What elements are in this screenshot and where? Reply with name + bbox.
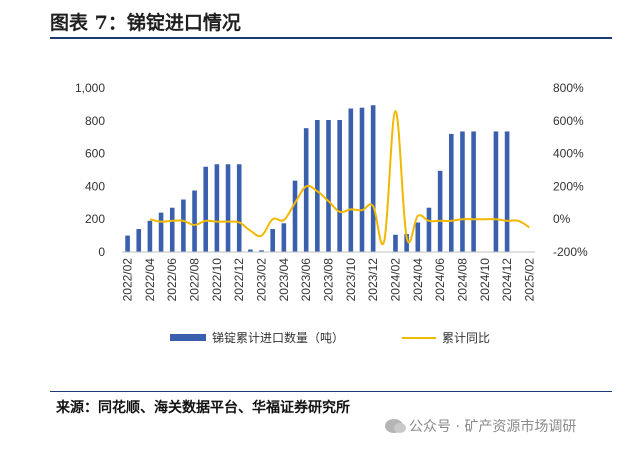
x-tick-label: 2022/12 (232, 258, 246, 302)
legend-bar-label: 锑锭累计进口数量（吨） (212, 330, 344, 345)
bar-2022/09 (203, 166, 209, 252)
bar-2022/04 (147, 220, 153, 252)
bar-2023/04 (281, 223, 287, 252)
x-tick-label: 2024/04 (411, 258, 425, 302)
bar-2022/02 (125, 235, 130, 252)
bar-2023/10 (348, 108, 354, 252)
bar-2023/09 (337, 119, 342, 252)
bar-2024/11 (493, 131, 499, 252)
bar-2024/05 (426, 207, 432, 252)
right-tick-label: -200% (553, 245, 588, 259)
x-tick-label: 2024/02 (388, 258, 402, 302)
x-tick-label: 2022/02 (121, 258, 135, 302)
legend-bar-swatch (170, 334, 206, 341)
x-tick-label: 2023/02 (255, 258, 269, 302)
bar-2022/10 (214, 164, 220, 252)
x-tick-label: 2024/06 (433, 258, 447, 302)
x-tick-label: 2024/10 (478, 258, 492, 302)
line-series (149, 109, 530, 246)
left-tick-label: 400 (85, 179, 105, 193)
bar-2023/07 (315, 119, 320, 252)
right-axis-ticks: -200% 0% 200% 400% 600% 800% (553, 81, 588, 259)
left-tick-label: 0 (98, 245, 105, 259)
bar-2024/12 (504, 131, 510, 252)
legend: 锑锭累计进口数量（吨） 累计同比 (170, 330, 490, 345)
right-tick-label: 600% (553, 114, 584, 128)
bar-2024/06 (437, 170, 443, 252)
bar-2024/08 (460, 131, 465, 252)
x-tick-label: 2022/10 (210, 258, 224, 302)
bar-2023/11 (359, 107, 365, 253)
x-tick-label: 2023/06 (299, 258, 313, 302)
watermark-text: 公众号 · 矿产资源市场调研 (409, 419, 577, 435)
x-tick-label: 2023/10 (344, 258, 358, 302)
x-tick-label: 2022/08 (188, 258, 202, 302)
x-tick-label: 2022/04 (143, 258, 157, 302)
right-tick-label: 200% (553, 179, 584, 193)
bar-2023/03 (270, 229, 275, 252)
x-tick-label: 2023/12 (366, 258, 380, 302)
bar-2023/01 (248, 249, 253, 252)
x-tick-label: 2022/06 (165, 258, 179, 302)
bar-2024/02 (393, 234, 398, 252)
bar-2022/08 (192, 190, 197, 252)
left-tick-label: 1,000 (75, 81, 105, 95)
x-tick-label: 2023/04 (277, 258, 291, 302)
bar-2023/02 (259, 250, 264, 252)
left-tick-label: 600 (85, 147, 105, 161)
source-note: 来源：同花顺、海关数据平台、华福证券研究所 (56, 400, 350, 416)
bar-series (125, 105, 510, 253)
bar-2024/04 (415, 222, 421, 252)
source-rule (50, 391, 612, 392)
x-axis-ticks: 2022/02 2022/04 2022/06 2022/08 2022/10 2022/… (121, 258, 537, 302)
yoy-line (149, 109, 530, 246)
bar-2024/03 (404, 233, 409, 252)
bar-2023/08 (326, 119, 331, 252)
right-tick-label: 800% (553, 81, 584, 95)
bar-2022/03 (136, 229, 142, 252)
bar-2022/07 (181, 199, 186, 252)
left-axis-ticks: 0 200 400 600 800 1,000 (75, 81, 105, 259)
bar-2023/12 (370, 105, 376, 252)
x-tick-label: 2024/12 (500, 258, 514, 302)
x-tick-label: 2023/08 (322, 258, 336, 302)
bar-2023/05 (292, 180, 298, 252)
right-tick-label: 0% (553, 212, 571, 226)
left-tick-label: 800 (85, 114, 105, 128)
title-rule (50, 37, 612, 39)
x-tick-label: 2024/08 (455, 258, 469, 302)
bar-2023/06 (303, 128, 309, 252)
x-tick-label: 2025/02 (522, 258, 536, 302)
bar-2022/06 (169, 207, 175, 252)
bar-2022/12 (236, 164, 242, 252)
legend-line-label: 累计同比 (442, 331, 490, 345)
watermark: 公众号 · 矿产资源市场调研 (385, 416, 576, 436)
left-tick-label: 200 (85, 212, 105, 226)
wechat-icon (385, 419, 406, 433)
bar-2022/11 (225, 164, 231, 252)
bar-2024/07 (448, 133, 454, 252)
bar-2024/09 (471, 131, 476, 252)
figure-title: 图表 7：锑锭进口情况 (50, 12, 241, 34)
bar-2022/05 (158, 212, 164, 252)
right-tick-label: 400% (553, 147, 584, 161)
